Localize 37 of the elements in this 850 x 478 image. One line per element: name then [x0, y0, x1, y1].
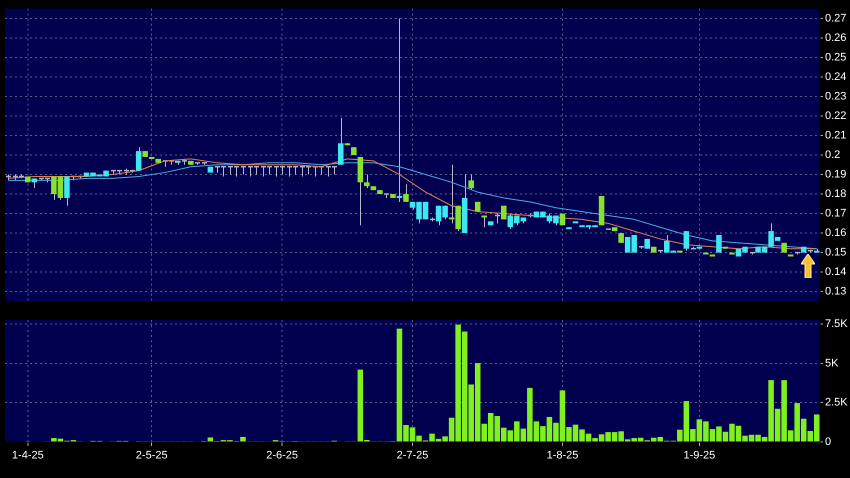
x-tick-label: 2-7-25	[396, 450, 428, 462]
y-tick-label: 0.23	[825, 90, 846, 102]
x-tick-label: 1-4-25	[12, 450, 44, 462]
candlestick	[494, 213, 501, 224]
candlestick	[684, 230, 690, 252]
candlestick	[396, 18, 402, 202]
candlestick	[618, 232, 624, 244]
y-tick-label: 0.17	[825, 208, 846, 220]
x-tick-label: 2-6-25	[266, 450, 298, 462]
y-tick-label: 0.18	[825, 188, 846, 200]
y-tick-label: 0.25	[825, 51, 846, 64]
candlestick	[468, 174, 474, 191]
y-tick-label: 0.2	[825, 149, 840, 162]
y-tick-label: 0.21	[825, 130, 846, 142]
y-tick-label: 0	[825, 436, 832, 448]
x-tick-label: 1-8-25	[546, 450, 578, 462]
y-tick-label: 7.5K	[825, 318, 848, 330]
y-tick-label: 0.19	[825, 168, 846, 181]
y-tick-label: 0.26	[825, 32, 846, 44]
x-tick-label: 1-9-25	[683, 450, 716, 462]
y-tick-label: 0.16	[825, 227, 846, 240]
candlestick	[240, 166, 247, 176]
candlestick	[560, 213, 566, 226]
candlestick	[716, 234, 722, 254]
y-tick-label: 0.13	[825, 286, 846, 298]
y-tick-label: 0.24	[825, 70, 846, 83]
y-tick-label: 5K	[825, 357, 840, 370]
candlestick	[403, 184, 409, 202]
y-tick-label: 0.15	[825, 246, 846, 259]
y-tick-label: 0.22	[825, 110, 846, 122]
y-tick-label: 0.14	[825, 266, 846, 278]
y-tick-label: 2.5K	[825, 396, 848, 409]
candlestick	[338, 117, 344, 166]
x-tick-label: 2-5-25	[136, 450, 168, 462]
candlestick	[481, 215, 487, 228]
y-tick-label: 0.27	[825, 12, 846, 24]
candlestick	[64, 176, 70, 206]
